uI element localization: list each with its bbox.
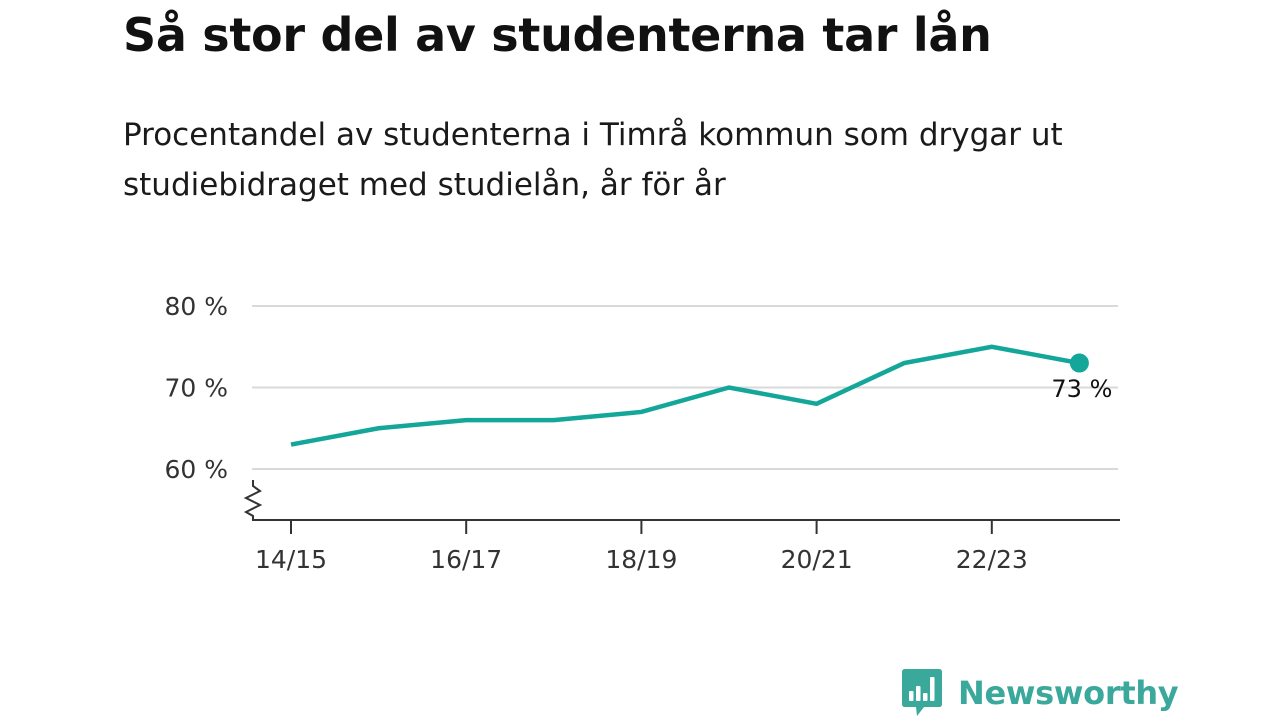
- y-tick-label: 80 %: [164, 292, 228, 321]
- value-labels: 73 %: [1051, 375, 1112, 403]
- x-tick-label: 20/21: [781, 545, 853, 574]
- x-axis: [243, 480, 1120, 521]
- grid-lines: [252, 305, 1118, 470]
- newsworthy-logo: Newsworthy: [902, 669, 1179, 717]
- x-tick-label: 14/15: [255, 545, 327, 574]
- series: [290, 344, 1089, 447]
- x-tick-labels: 14/15 16/17 18/19 20/21 22/23: [255, 520, 1028, 574]
- newsworthy-logo-icon: [902, 669, 942, 716]
- x-tick-label: 16/17: [430, 545, 502, 574]
- chart-title: Så stor del av studenterna tar lån: [123, 8, 992, 62]
- last-value-label: 73 %: [1051, 375, 1112, 403]
- chart-subtitle: Procentandel av studenterna i Timrå komm…: [123, 117, 1063, 203]
- x-tick-label: 18/19: [605, 545, 677, 574]
- series-line: [290, 344, 1080, 447]
- last-point-marker: [1069, 353, 1089, 373]
- y-tick-label: 70 %: [164, 374, 228, 403]
- axis-break-icon: [243, 480, 263, 520]
- brand-name: Newsworthy: [958, 674, 1179, 712]
- x-tick-label: 22/23: [956, 545, 1028, 574]
- y-tick-label: 60 %: [164, 455, 228, 484]
- y-tick-labels: 60 % 70 % 80 %: [164, 292, 228, 484]
